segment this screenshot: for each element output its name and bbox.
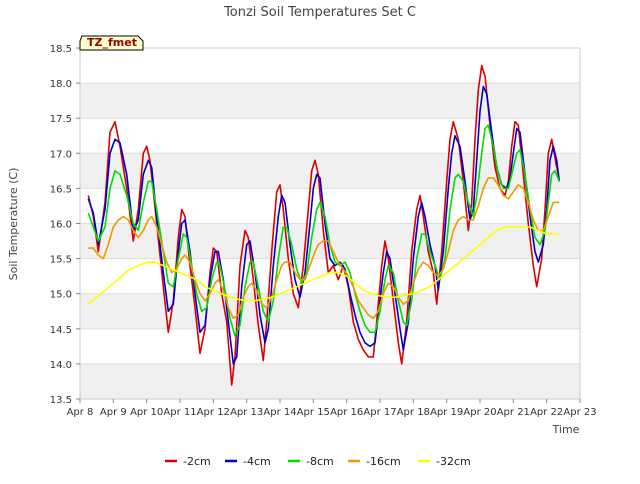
series-line-32cm <box>87 226 560 305</box>
y-tick-label: 13.5 <box>50 395 72 406</box>
x-tick-label: Apr 19 <box>430 407 463 418</box>
chart-title: Tonzi Soil Temperatures Set C <box>223 5 416 20</box>
x-axis-label: Time <box>552 423 580 436</box>
y-tick-label: 14.5 <box>50 325 72 336</box>
site-label: TZ_fmet <box>87 36 137 49</box>
y-tick-label: 18.5 <box>50 44 72 55</box>
series-lines <box>87 64 561 386</box>
x-tick-label: Apr 22 <box>530 407 563 418</box>
grid-band <box>80 153 580 189</box>
y-tick-label: 16.0 <box>50 220 72 231</box>
x-tick-label: Apr 21 <box>497 407 530 418</box>
legend-label: -8cm <box>306 455 334 468</box>
x-tick-label: Apr 8 <box>67 407 94 418</box>
x-tick-label: Apr 12 <box>197 407 230 418</box>
y-tick-label: 18.0 <box>50 79 72 90</box>
y-tick-label: 17.5 <box>50 114 72 125</box>
legend-label: -2cm <box>183 455 211 468</box>
y-axis-label: Soil Temperature (C) <box>7 168 20 281</box>
background-bands <box>80 83 580 399</box>
y-tick-label: 17.0 <box>50 149 72 160</box>
legend: -2cm -4cm -8cm -16cm -32cm <box>165 455 471 468</box>
x-tick-label: Apr 23 <box>563 407 596 418</box>
y-tick-label: 15.0 <box>50 290 72 301</box>
series-line-16cm <box>88 177 560 320</box>
x-tick-label: Apr 16 <box>330 407 363 418</box>
grid-band <box>80 363 580 399</box>
x-tick-label: Apr 9 <box>100 407 127 418</box>
legend-label: -16cm <box>366 455 401 468</box>
x-tick-label: Apr 17 <box>363 407 396 418</box>
x-tick-label: Apr 14 <box>263 407 296 418</box>
y-axis: 13.5 14.0 14.5 15.0 15.5 16.0 16.5 17.0 17.5 18.0… <box>50 44 80 406</box>
series-line-8cm <box>87 124 561 337</box>
x-tick-label: Apr 15 <box>297 407 330 418</box>
y-tick-label: 15.5 <box>50 255 72 266</box>
x-tick-label: Apr 20 <box>463 407 496 418</box>
grid-band <box>80 293 580 329</box>
x-tick-label: Apr 10 <box>130 407 163 418</box>
grid-band <box>80 83 580 119</box>
x-tick-label: Apr 11 <box>163 407 196 418</box>
x-axis: Apr 8 Apr 9 Apr 10 Apr 11 Apr 12 Apr 13 Apr 14… <box>67 399 597 418</box>
site-label-box: TZ_fmet <box>79 35 144 51</box>
y-tick-label: 14.0 <box>50 360 72 371</box>
legend-label: -32cm <box>436 455 471 468</box>
x-tick-label: Apr 18 <box>397 407 430 418</box>
legend-label: -4cm <box>243 455 271 468</box>
y-tick-label: 16.5 <box>50 184 72 195</box>
x-tick-label: Apr 13 <box>230 407 263 418</box>
